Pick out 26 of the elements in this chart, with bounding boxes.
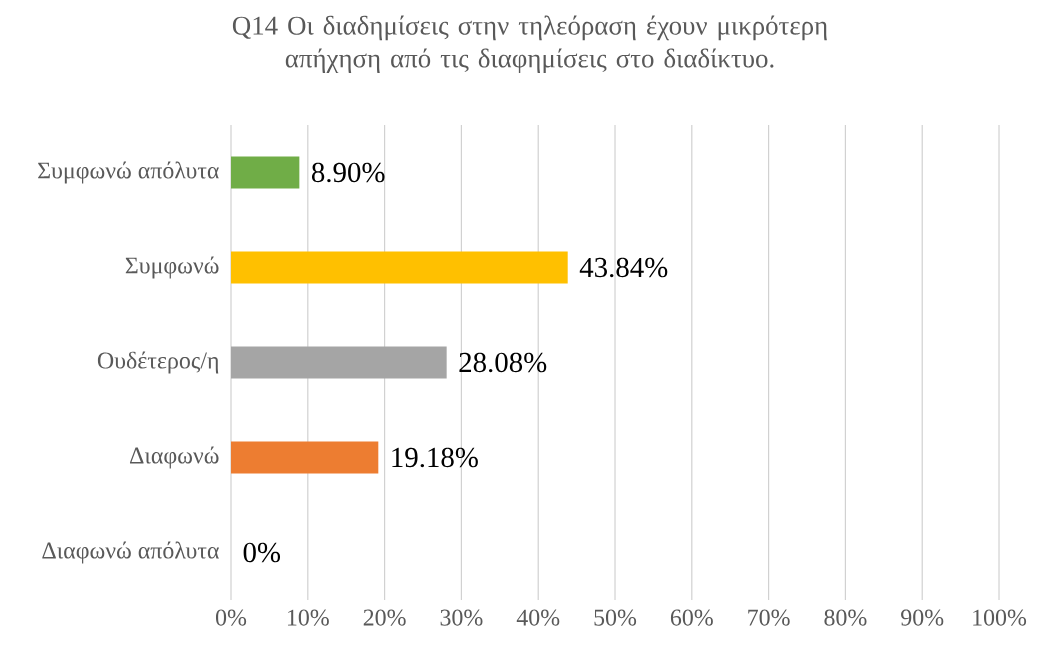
x-tick-label: 100% <box>973 609 1027 626</box>
data-label: 28.08% <box>459 352 547 373</box>
data-label: 43.84% <box>579 257 668 278</box>
y-tick-label: Διαφωνώ απόλυτα <box>42 541 219 564</box>
x-tick-label: 10% <box>287 609 329 626</box>
x-tick-label: 30% <box>440 609 483 626</box>
chart-title: Q14 Οι διαδημίσεις στην τηλεόραση έχουν μικρότερη απήχηση από τις διαφημίσεις στο διαδίκτυο. <box>232 15 827 74</box>
y-tick-label: Συμφωνώ απόλυτα <box>38 161 219 184</box>
bar <box>231 441 379 474</box>
data-label: 8.90% <box>311 162 385 183</box>
x-tick-label: 70% <box>748 609 790 626</box>
x-tick-label: 0% <box>215 609 247 626</box>
y-tick-label: Ουδέτερος/η <box>97 351 219 374</box>
bar <box>231 251 568 284</box>
x-tick-label: 40% <box>516 609 560 626</box>
bar <box>231 156 300 189</box>
data-label: 0% <box>243 542 281 563</box>
x-tick-label: 20% <box>363 609 406 626</box>
y-tick-label: Διαφωνώ <box>129 446 219 469</box>
x-tick-label: 80% <box>824 609 867 626</box>
data-label: 19.18% <box>392 447 478 468</box>
y-tick-label: Συμφωνώ <box>125 256 219 279</box>
x-tick-label: 50% <box>594 609 637 626</box>
x-tick-label: 60% <box>670 609 713 626</box>
x-tick-label: 90% <box>901 609 944 626</box>
bar <box>231 346 447 379</box>
